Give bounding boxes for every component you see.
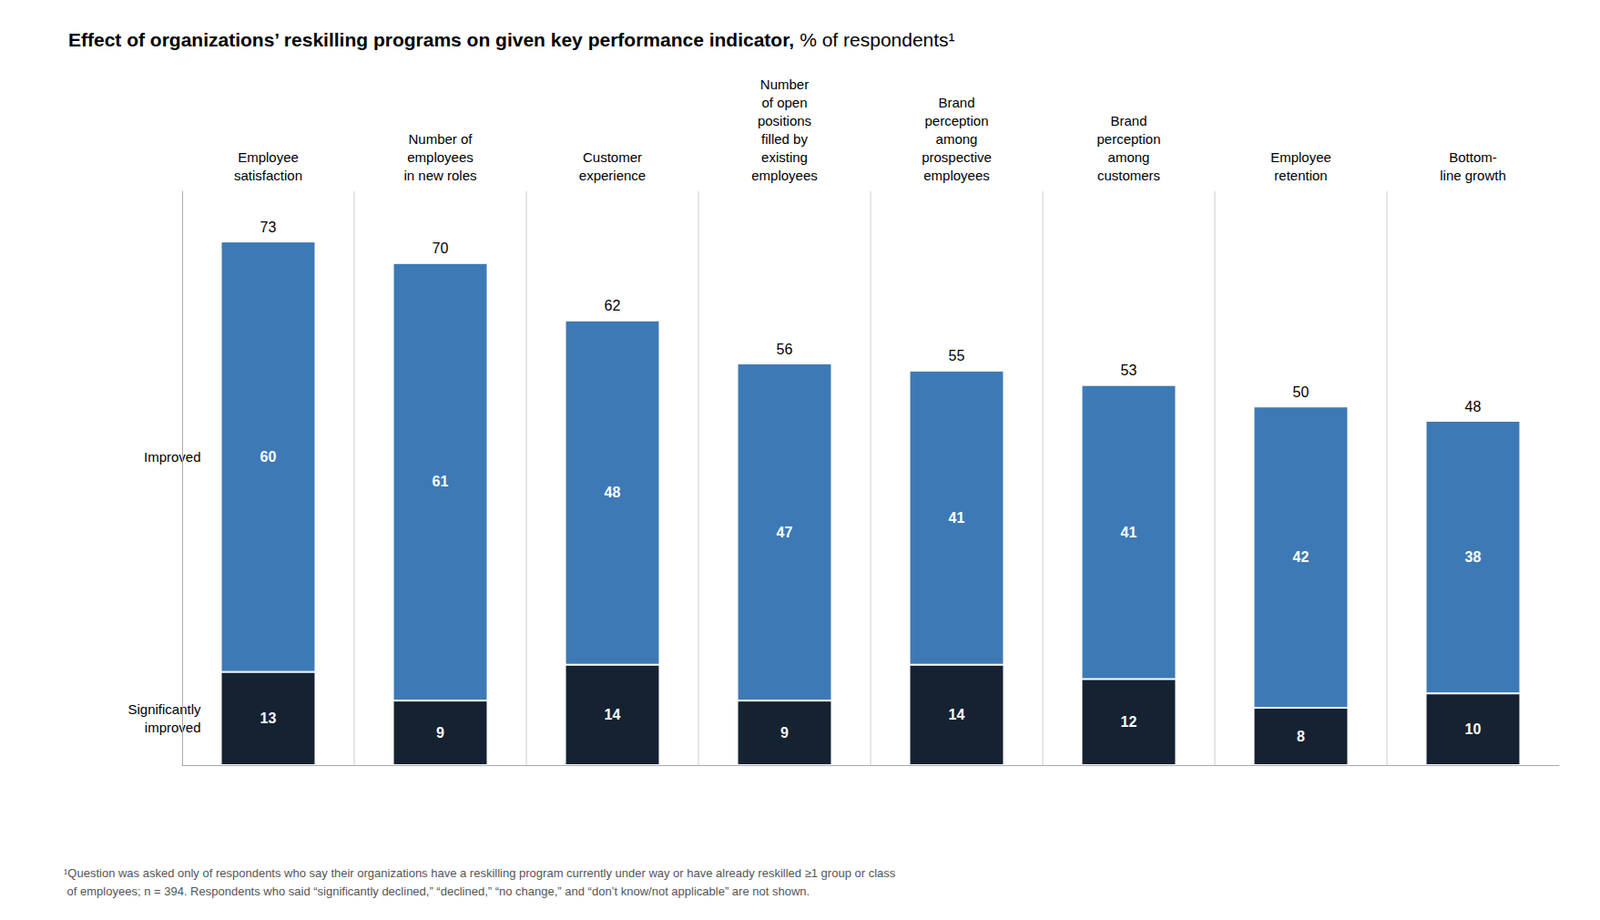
svg-text:employees: employees [751, 167, 818, 184]
svg-text:61: 61 [432, 473, 449, 490]
svg-text:38: 38 [1465, 549, 1482, 565]
svg-text:42: 42 [1293, 549, 1310, 565]
svg-text:12: 12 [1121, 713, 1138, 730]
svg-text:Improved: Improved [143, 448, 202, 465]
svg-text:14: 14 [604, 706, 622, 723]
svg-text:in new roles: in new roles [403, 167, 477, 184]
svg-text:employees: employees [407, 149, 474, 165]
svg-text:line growth: line growth [1439, 167, 1507, 184]
svg-text:73: 73 [260, 219, 277, 235]
svg-text:of open: of open [761, 94, 807, 111]
svg-text:41: 41 [1121, 524, 1138, 541]
svg-text:employees: employees [923, 167, 990, 184]
svg-text:60: 60 [260, 448, 277, 465]
svg-text:prospective: prospective [921, 149, 992, 165]
svg-text:perception: perception [1096, 131, 1161, 147]
svg-text:Significantly: Significantly [127, 701, 202, 717]
svg-text:8: 8 [1296, 728, 1305, 744]
svg-text:Employee: Employee [237, 149, 299, 165]
svg-text:perception: perception [924, 112, 989, 129]
svg-text:56: 56 [776, 341, 794, 357]
svg-text:10: 10 [1465, 721, 1482, 737]
svg-text:41: 41 [948, 509, 966, 526]
svg-text:¹Question was asked only of re: ¹Question was asked only of respondents … [63, 866, 897, 880]
svg-text:9: 9 [436, 724, 445, 741]
svg-text:14: 14 [948, 706, 966, 723]
svg-text:13: 13 [260, 710, 277, 726]
svg-text:% of respondents¹: % of respondents¹ [799, 29, 955, 51]
svg-text:70: 70 [432, 240, 449, 256]
svg-text:filled by: filled by [761, 131, 808, 147]
svg-text:50: 50 [1293, 384, 1310, 400]
svg-text:9: 9 [780, 724, 789, 741]
svg-text:experience: experience [579, 167, 646, 184]
svg-text:among: among [936, 131, 979, 147]
svg-text:improved: improved [144, 719, 202, 735]
svg-text:satisfaction: satisfaction [234, 167, 303, 184]
svg-text:53: 53 [1121, 362, 1138, 378]
svg-text:of employees; n = 394. Respond: of employees; n = 394. Respondents who s… [63, 884, 810, 898]
svg-text:47: 47 [776, 524, 794, 541]
svg-text:Number: Number [760, 76, 809, 92]
svg-text:Number of: Number of [407, 131, 473, 147]
svg-text:62: 62 [604, 297, 622, 314]
svg-text:existing: existing [761, 149, 808, 165]
svg-text:Effect of organizations’ reski: Effect of organizations’ reskilling prog… [68, 29, 795, 51]
svg-text:positions: positions [757, 112, 812, 129]
svg-text:48: 48 [1465, 398, 1482, 415]
svg-text:Customer: Customer [582, 149, 643, 165]
svg-text:customers: customers [1097, 167, 1161, 184]
svg-text:Brand: Brand [937, 94, 975, 111]
svg-text:48: 48 [604, 484, 622, 500]
svg-text:Bottom-: Bottom- [1448, 149, 1498, 165]
svg-text:Brand: Brand [1110, 112, 1147, 129]
svg-text:Employee: Employee [1270, 149, 1332, 165]
svg-text:among: among [1108, 149, 1151, 165]
svg-text:retention: retention [1273, 167, 1327, 184]
svg-text:55: 55 [948, 347, 966, 364]
